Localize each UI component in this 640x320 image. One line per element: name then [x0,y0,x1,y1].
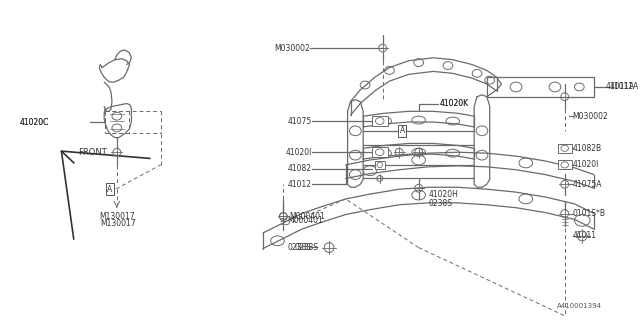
Text: 41020C: 41020C [19,117,49,126]
Text: 0101S*B: 0101S*B [573,209,605,218]
Bar [372,116,387,126]
Bar [558,161,572,169]
Text: M000401: M000401 [289,212,325,221]
Text: M000401: M000401 [287,216,323,225]
Text: 41020C: 41020C [19,117,49,126]
Text: 41075A: 41075A [573,180,602,189]
Text: A: A [108,185,113,194]
Text: 41020K: 41020K [440,99,469,108]
Text: 41075: 41075 [287,116,312,125]
Text: 41011A: 41011A [609,83,639,92]
Bar [558,144,572,153]
Text: 41011: 41011 [573,231,596,240]
Text: FRONT: FRONT [78,148,107,157]
Text: 0238S—: 0238S— [287,243,319,252]
Text: 41011A: 41011A [605,83,635,92]
Text: 41020I: 41020I [285,148,312,157]
Text: M130017: M130017 [99,212,135,221]
Text: 41020K: 41020K [440,99,469,108]
Text: A410001394: A410001394 [557,303,602,309]
Text: 41020I: 41020I [573,160,599,169]
Text: M030002: M030002 [274,44,310,52]
Text: M130017: M130017 [100,219,136,228]
Text: M030002: M030002 [573,112,608,121]
Text: 0238S: 0238S [294,243,318,252]
Bar [372,147,387,157]
Text: A: A [399,126,404,135]
Text: 41012: 41012 [287,180,312,189]
Text: 41082: 41082 [287,164,312,173]
Bar [375,161,385,169]
Text: 0238S: 0238S [428,199,452,208]
Text: 41020H: 41020H [428,189,458,199]
Text: 41082B: 41082B [573,144,602,153]
